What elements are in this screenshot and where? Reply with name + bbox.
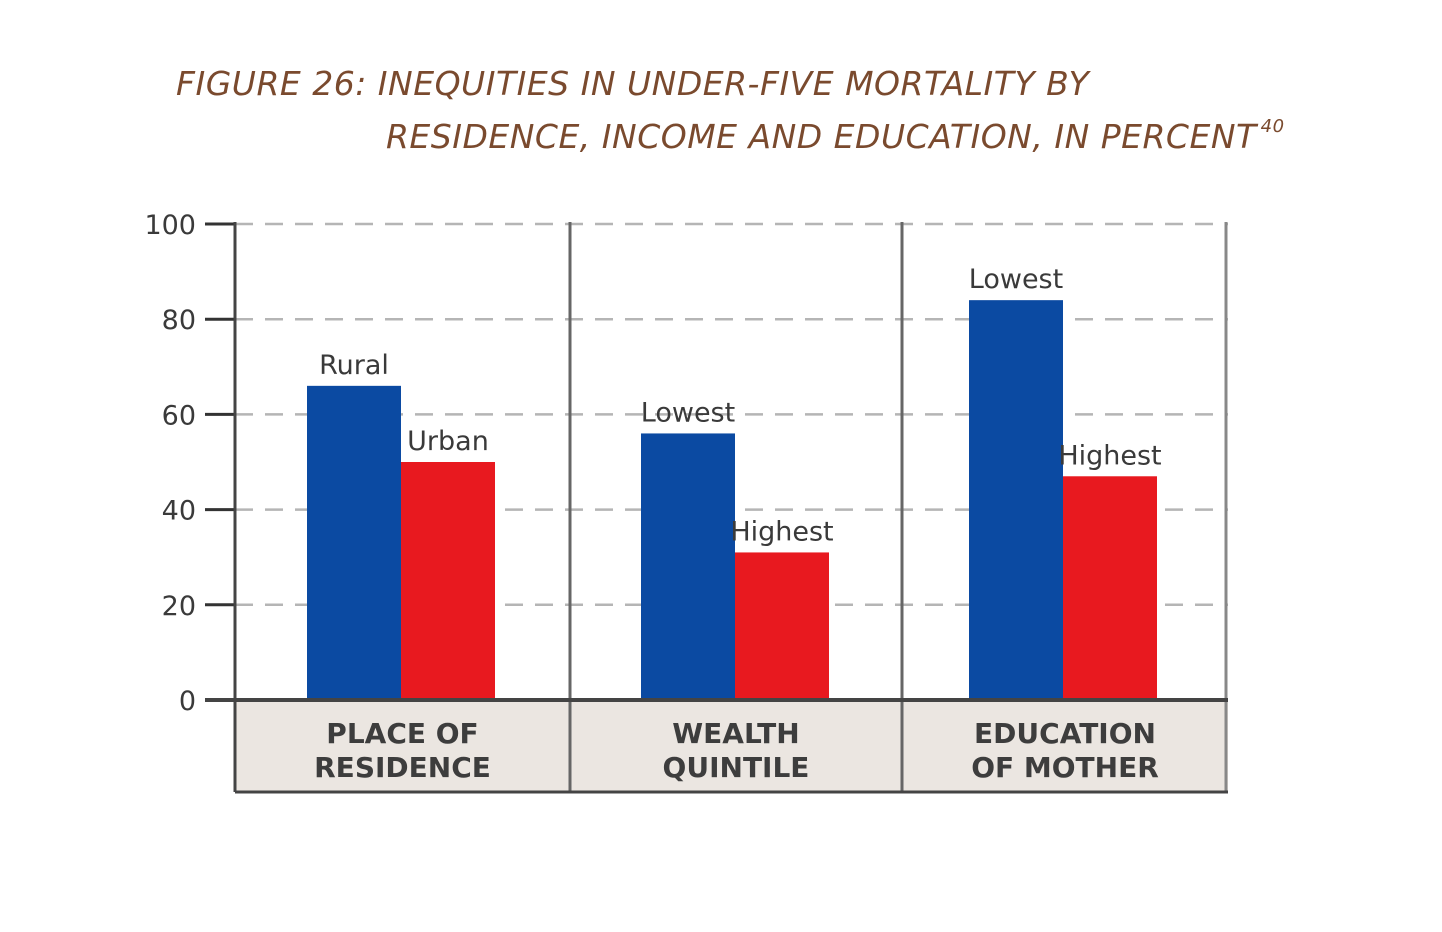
bar-label: Urban [407, 426, 489, 457]
y-tick-label: 100 [144, 210, 196, 241]
category-label: QUINTILE [663, 751, 810, 784]
bar-label: Lowest [969, 264, 1063, 295]
bar [969, 300, 1063, 700]
y-tick-label: 80 [162, 305, 196, 336]
y-tick-label: 20 [162, 591, 196, 622]
bar [1063, 476, 1157, 700]
bar-label: Lowest [641, 397, 735, 428]
chart-title-line-2-text: RESIDENCE, INCOME AND EDUCATION, IN PERC… [386, 117, 1257, 156]
bar [401, 462, 495, 700]
bar [307, 385, 401, 700]
bar [641, 433, 735, 700]
category-label: OF MOTHER [971, 751, 1159, 784]
y-tick-label: 40 [162, 496, 196, 527]
category-label: WEALTH [672, 717, 799, 750]
category-label: RESIDENCE [314, 751, 491, 784]
category-label: PLACE OF [326, 717, 478, 750]
chart-title-line-1: FIGURE 26: INEQUITIES IN UNDER-FIVE MORT… [176, 64, 1090, 103]
category-label: EDUCATION [974, 717, 1156, 750]
category-panel [235, 700, 1228, 792]
y-tick-label: 60 [162, 400, 196, 431]
title-footnote-ref: 40 [1260, 116, 1285, 137]
bar-label: Highest [730, 516, 833, 547]
bar-label: Rural [319, 350, 389, 381]
bar [735, 552, 829, 700]
bar-label: Highest [1058, 440, 1161, 471]
chart-title-line-2: RESIDENCE, INCOME AND EDUCATION, IN PERC… [386, 116, 1285, 156]
y-tick-label: 0 [179, 686, 196, 717]
